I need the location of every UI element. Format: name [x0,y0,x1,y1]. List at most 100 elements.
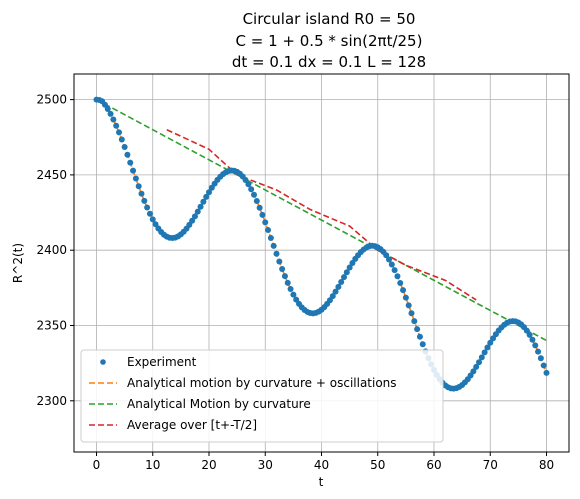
x-axis-label: t [319,475,324,489]
experiment-point [127,159,134,166]
experiment-point [343,269,350,276]
experiment-point [116,129,122,136]
experiment-point [476,359,482,366]
experiment-point [135,183,142,190]
experiment-point [526,331,533,338]
experiment-point [104,105,111,112]
x-tick-label: 0 [93,458,101,472]
x-tick-label: 60 [426,458,441,472]
experiment-point [121,144,128,151]
experiment-point [391,267,398,274]
y-tick-label: 2400 [36,243,67,257]
y-tick-label: 2500 [36,93,67,107]
experiment-point [470,368,477,375]
experiment-point [256,204,263,211]
experiment-point [194,208,201,215]
experiment-point [118,136,125,143]
legend-label-curvature: Analytical Motion by curvature [127,397,311,411]
experiment-point [130,167,137,174]
experiment-point [405,302,412,309]
experiment-point [149,216,156,223]
experiment-point [189,217,196,224]
experiment-point [388,261,395,268]
experiment-point [481,349,488,356]
legend-box [80,349,444,443]
experiment-point [242,177,249,183]
experiment-point [259,211,266,218]
experiment-point [543,369,550,376]
experiment-point [416,333,423,340]
experiment-point [329,293,336,300]
experiment-point [287,286,294,293]
experiment-point [293,296,300,303]
x-tick-label: 50 [370,458,385,472]
y-tick-label: 2300 [36,394,67,408]
experiment-point [400,287,407,294]
experiment-point [203,193,210,200]
experiment-point [478,354,485,361]
y-axis-label: R^2(t) [11,243,25,283]
chart-title-line-2: C = 1 + 0.5 * sin(2πt/25) [236,32,423,50]
legend-label-oscillations: Analytical motion by curvature + oscilla… [127,376,397,390]
experiment-point [529,336,536,343]
legend: Experiment Analytical motion by curvatur… [80,349,444,443]
experiment-point [253,198,260,204]
series-curvature-line [96,98,547,342]
experiment-point [124,151,131,158]
experiment-point [281,273,288,280]
experiment-point [270,242,277,249]
legend-label-experiment: Experiment [127,355,197,369]
experiment-point [383,252,390,259]
y-tick-label: 2450 [36,168,67,182]
experiment-point [523,327,530,334]
experiment-point [532,342,539,349]
experiment-point [346,264,353,271]
experiment-point [473,363,480,370]
series-layer [93,96,550,392]
experiment-point [265,227,272,234]
experiment-point [386,256,392,263]
experiment-point [262,219,269,226]
experiment-point [273,250,280,257]
experiment-point [132,175,139,182]
legend-marker-experiment [100,359,106,365]
chart-title-line-3: dt = 0.1 dx = 0.1 L = 128 [232,53,426,71]
experiment-point [338,279,345,286]
experiment-point [245,181,252,188]
experiment-point [411,318,418,325]
experiment-point [191,213,198,220]
experiment-point [284,279,291,286]
experiment-point [276,258,283,265]
experiment-point [279,265,286,272]
experiment-point [397,280,404,286]
experiment-point [248,186,255,193]
experiment-point [101,101,108,108]
chart-title-line-1: Circular island R0 = 50 [243,10,416,28]
experiment-point [200,198,207,205]
experiment-point [402,294,409,301]
legend-label-average: Average over [t+-T/2] [127,418,257,432]
experiment-point [341,274,347,281]
experiment-point [152,221,159,228]
experiment-point [332,288,339,295]
grid [74,74,569,452]
ticks: 0 10 20 30 40 50 60 70 80 2300 2350 2400 2450 2500 [36,93,554,472]
experiment-point [144,204,151,211]
experiment-point [414,326,421,333]
x-tick-label: 70 [483,458,498,472]
y-tick-label: 2350 [36,318,67,332]
series-average-line [166,128,477,301]
x-tick-label: 10 [145,458,160,472]
experiment-point [537,355,544,362]
experiment-point [335,283,342,290]
experiment-point [419,341,426,348]
experiment-point [110,116,117,123]
experiment-point [408,310,415,317]
experiment-point [206,189,212,196]
experiment-point [113,122,120,129]
experiment-point [290,291,297,298]
x-tick-label: 40 [314,458,329,472]
experiment-point [107,110,114,117]
experiment-point [251,191,257,198]
